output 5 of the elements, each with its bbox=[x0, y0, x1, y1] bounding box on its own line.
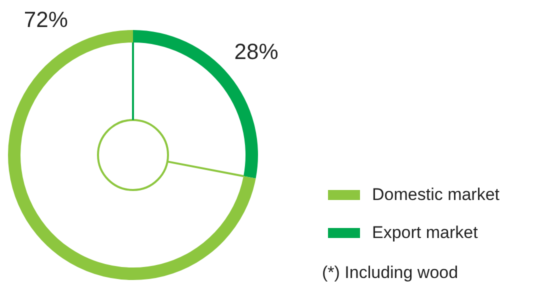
legend-label: Export market bbox=[372, 223, 478, 243]
data-label: 72% bbox=[24, 6, 68, 32]
text: (*) Including wood bbox=[322, 263, 458, 283]
data-label: 28% bbox=[234, 39, 278, 64]
legend-label: Domestic market bbox=[372, 185, 500, 205]
